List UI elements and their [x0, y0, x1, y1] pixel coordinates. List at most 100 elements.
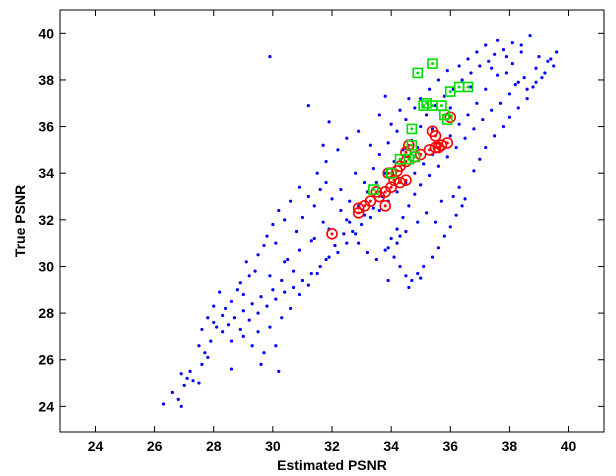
circle-marker-center	[363, 204, 367, 208]
data-point	[422, 264, 426, 269]
data-point	[404, 229, 408, 234]
data-point	[309, 239, 313, 243]
data-point	[413, 192, 417, 196]
series-squares	[368, 58, 474, 195]
y-tick-label: 34	[38, 165, 54, 181]
data-point	[280, 278, 284, 283]
data-point	[383, 94, 387, 98]
data-point	[525, 96, 529, 101]
circle-marker-center	[383, 204, 387, 208]
data-point	[498, 101, 503, 105]
data-point	[460, 204, 464, 208]
x-axis-label: Estimated PSNR	[277, 457, 387, 473]
data-point	[436, 78, 441, 82]
data-point	[191, 379, 195, 383]
square-marker	[385, 167, 397, 179]
data-point	[457, 122, 461, 126]
circle-marker	[391, 165, 403, 177]
data-point	[283, 218, 287, 222]
data-point	[416, 220, 420, 224]
data-point	[478, 157, 482, 161]
data-point	[386, 246, 390, 250]
circle-marker	[441, 137, 454, 149]
data-point	[377, 152, 381, 157]
data-point	[427, 87, 432, 91]
data-point	[221, 330, 225, 334]
data-point	[386, 278, 390, 283]
data-point	[274, 241, 278, 245]
data-point	[416, 271, 420, 276]
x-axis-ticks: 24 26 28 30 32 34 36 38 40	[88, 10, 577, 454]
data-point	[348, 220, 352, 224]
data-point	[419, 183, 423, 187]
data-point	[386, 141, 390, 145]
data-point	[395, 129, 399, 133]
data-point	[413, 171, 417, 175]
circle-marker-center	[436, 146, 440, 150]
data-point	[549, 57, 553, 61]
data-point	[430, 127, 435, 131]
data-point	[268, 325, 272, 329]
data-point	[448, 134, 452, 138]
data-point	[297, 185, 302, 189]
data-point	[357, 129, 361, 133]
square-marker-center	[448, 90, 452, 94]
data-point	[528, 34, 532, 38]
data-point	[170, 390, 174, 394]
data-point	[182, 383, 186, 387]
circle-marker	[400, 174, 412, 186]
x-tick-label: 38	[502, 438, 518, 454]
data-point	[401, 215, 405, 220]
data-point	[262, 351, 266, 355]
circle-marker-center	[433, 134, 437, 138]
data-point	[510, 41, 514, 45]
data-point	[339, 208, 343, 213]
data-point	[283, 290, 287, 294]
square-marker	[409, 151, 421, 163]
data-point	[454, 145, 458, 150]
data-point	[324, 159, 328, 164]
data-point	[362, 180, 367, 185]
data-point	[513, 83, 517, 87]
data-point	[265, 304, 269, 308]
data-point	[262, 243, 266, 248]
data-point	[534, 80, 538, 84]
circle-marker	[352, 202, 365, 214]
data-point	[507, 92, 511, 96]
square-marker	[421, 97, 432, 109]
square-marker	[406, 139, 418, 151]
circle-marker	[435, 139, 448, 152]
data-point	[197, 381, 201, 385]
data-point	[321, 143, 325, 147]
square-marker	[368, 184, 379, 195]
data-point	[286, 257, 290, 262]
data-point	[398, 108, 402, 112]
data-point	[377, 113, 381, 117]
data-point	[318, 187, 322, 192]
data-point	[493, 52, 497, 56]
data-point	[427, 173, 432, 178]
data-point	[478, 64, 482, 68]
data-point	[410, 278, 414, 283]
data-point	[484, 145, 488, 150]
data-point	[484, 87, 488, 91]
data-point	[200, 327, 204, 332]
data-point	[289, 306, 293, 311]
data-point	[306, 103, 310, 108]
y-tick-label: 38	[38, 72, 54, 88]
data-point	[537, 55, 541, 59]
data-point	[552, 64, 556, 68]
circle-marker-center	[404, 178, 408, 182]
data-point	[309, 271, 313, 276]
data-point	[221, 313, 225, 318]
data-point	[445, 155, 449, 159]
data-point	[271, 288, 275, 292]
data-point	[200, 362, 204, 366]
data-point	[206, 316, 210, 320]
data-point	[256, 311, 260, 315]
data-point	[318, 264, 322, 269]
data-point	[472, 169, 476, 173]
circle-marker-center	[368, 199, 372, 203]
square-marker-center	[389, 171, 393, 175]
data-point	[413, 106, 417, 110]
